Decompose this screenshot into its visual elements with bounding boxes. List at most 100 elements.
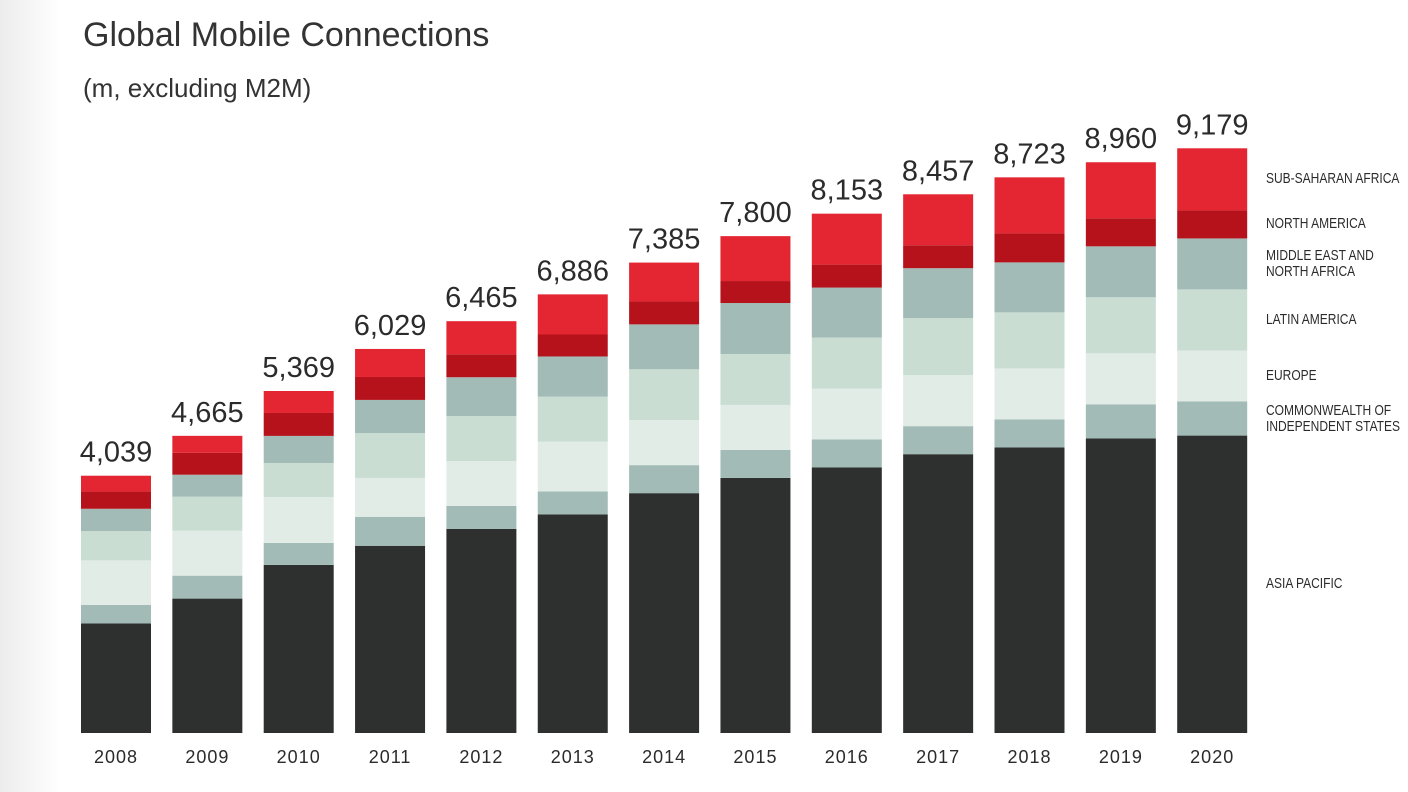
bar-segment	[720, 404, 791, 450]
total-label: 7,385	[628, 224, 701, 256]
bar-segment	[903, 454, 974, 733]
total-label: 9,179	[1176, 109, 1249, 141]
bar-segment	[903, 245, 974, 269]
bar-segment	[811, 439, 882, 468]
bar-segment	[629, 262, 700, 302]
bar-segment	[355, 399, 426, 434]
x-tick-label: 2008	[94, 747, 138, 767]
bar-segment	[81, 508, 151, 532]
x-tick-label: 2020	[1190, 747, 1234, 767]
bar-segment	[1085, 246, 1156, 298]
bar-segment	[355, 376, 426, 400]
bar-segment	[903, 318, 974, 376]
bar-segment	[355, 348, 426, 377]
total-label: 8,960	[1085, 123, 1158, 155]
bar-segment	[263, 497, 334, 543]
total-label: 8,457	[902, 155, 975, 187]
bar-segment	[811, 287, 882, 338]
bar-segment	[720, 353, 791, 405]
legend-label: SUB-SAHARAN AFRICA	[1266, 170, 1400, 188]
bar-segment	[355, 545, 426, 733]
bar-segment	[537, 294, 608, 335]
legend-label: EUROPE	[1266, 367, 1317, 385]
total-label: 6,029	[354, 310, 427, 342]
bar-segment	[537, 441, 608, 492]
bar-segment	[81, 604, 151, 624]
bar-segment	[537, 396, 608, 442]
total-label: 8,723	[993, 138, 1066, 170]
bar-segment	[903, 426, 974, 455]
x-tick-label: 2010	[277, 747, 321, 767]
bar-segment	[994, 419, 1065, 448]
total-label: 8,153	[811, 175, 884, 207]
bar-segment	[172, 496, 243, 531]
bar-segment	[446, 377, 517, 417]
bar-segment	[446, 354, 517, 378]
bar-segment	[446, 528, 517, 733]
x-tick-label: 2017	[916, 747, 960, 767]
bar-segment	[720, 477, 791, 733]
x-tick-label: 2019	[1099, 747, 1143, 767]
bar-segment	[1085, 353, 1156, 405]
bar-segment	[1177, 289, 1248, 351]
bar-segment	[629, 301, 700, 325]
legend-label: LATIN AMERICA	[1266, 310, 1357, 328]
bar-segment	[1177, 148, 1248, 211]
bar-segment	[903, 268, 974, 319]
bar-segment	[1085, 218, 1156, 247]
bar-segment	[994, 312, 1065, 369]
bar-segment	[1177, 210, 1248, 239]
legend-label: COMMONWEALTH OF INDEPENDENT STATES	[1266, 401, 1401, 435]
x-tick-label: 2018	[1007, 747, 1051, 767]
bar-segment	[81, 475, 151, 492]
x-tick-label: 2014	[642, 747, 686, 767]
bar-segment	[994, 177, 1065, 234]
bar-segment	[263, 412, 334, 436]
x-tick-label: 2012	[459, 747, 503, 767]
bar-segment	[1177, 435, 1248, 733]
bar-segment	[811, 337, 882, 389]
bar-segment	[263, 435, 334, 463]
bar-segment	[720, 281, 791, 304]
bar-segment	[537, 514, 608, 733]
bar-segment	[629, 465, 700, 494]
total-label: 5,369	[262, 352, 335, 384]
bar-segment	[903, 375, 974, 427]
chart-title: Global Mobile Connections	[83, 16, 489, 54]
bar-segment	[994, 447, 1065, 733]
chart-subtitle: (m, excluding M2M)	[83, 73, 311, 103]
bar-segment	[172, 452, 243, 475]
bar-segment	[629, 493, 700, 733]
total-label: 6,465	[445, 282, 518, 314]
bar-segment	[81, 531, 151, 561]
total-label: 6,886	[536, 255, 609, 287]
x-tick-label: 2011	[369, 747, 412, 767]
bar-segment	[1177, 401, 1248, 436]
bar-segment	[811, 213, 882, 265]
x-tick-label: 2009	[185, 747, 229, 767]
bar-segment	[81, 491, 151, 509]
x-tick-label: 2013	[551, 747, 595, 767]
bar-segment	[263, 564, 334, 733]
bar-segment	[629, 420, 700, 466]
legend-label: MIDDLE EAST AND NORTH AFRICA	[1266, 246, 1374, 280]
bar-segment	[811, 264, 882, 288]
bar-segment	[720, 449, 791, 478]
bar-segment	[994, 368, 1065, 420]
bar-segment	[1085, 297, 1156, 354]
bar-segment	[629, 324, 700, 370]
bar-segment	[720, 303, 791, 354]
bar-segment	[81, 560, 151, 605]
legend-label: NORTH AMERICA	[1266, 215, 1366, 233]
bar-segment	[1177, 350, 1248, 402]
bar-segment	[537, 356, 608, 397]
bar-segment	[629, 369, 700, 421]
bar-segment	[811, 467, 882, 733]
bar-segment	[355, 477, 426, 517]
bar-segment	[263, 390, 334, 413]
x-tick-label: 2015	[733, 747, 777, 767]
bar-segment	[172, 598, 243, 733]
legend-label: ASIA PACIFIC	[1266, 575, 1343, 593]
